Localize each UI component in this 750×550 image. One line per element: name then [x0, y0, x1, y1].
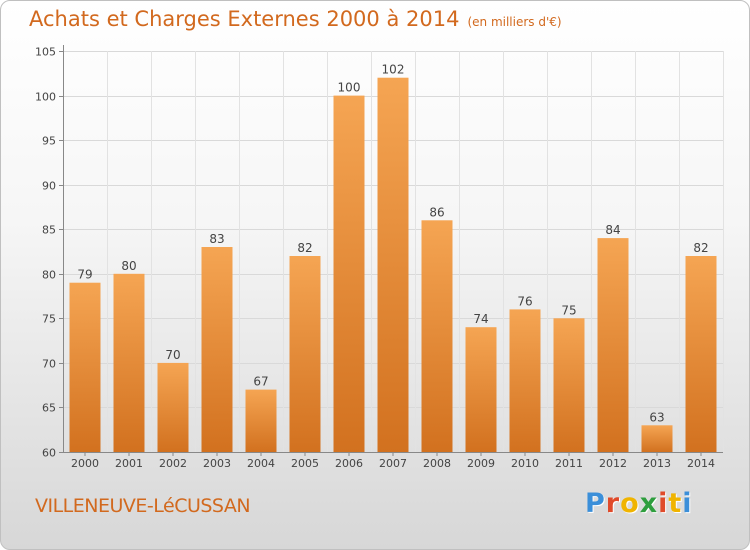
y-tick-label: 105: [35, 46, 56, 59]
logo-letter: i: [658, 488, 669, 519]
bar-2013: [641, 425, 673, 452]
y-tick-label: 65: [42, 402, 56, 415]
bar-value-label: 79: [77, 268, 92, 282]
y-tick-label: 95: [42, 135, 56, 148]
y-tick-label: 75: [42, 313, 56, 326]
x-tick-label: 2001: [115, 457, 143, 470]
bar-2009: [465, 327, 497, 452]
bar-2000: [69, 282, 101, 452]
bar-2011: [553, 318, 585, 452]
bar-value-label: 75: [561, 303, 576, 317]
x-tick-label: 2009: [467, 457, 495, 470]
x-tick-label: 2000: [71, 457, 99, 470]
logo-letter: r: [605, 488, 621, 519]
bars: 79 80 70 83 67 82 100 102 86 74 76 75 84 63 82: [69, 63, 717, 452]
x-tick-label: 2002: [159, 457, 187, 470]
logo-letter: t: [668, 488, 683, 519]
x-tick-label: 2006: [335, 457, 363, 470]
bar-value-label: 84: [605, 223, 620, 237]
chart-title-text: Achats et Charges Externes 2000 à 2014: [29, 7, 460, 31]
bar-value-label: 63: [649, 410, 664, 424]
x-tick-label: 2003: [203, 457, 231, 470]
bar-value-label: 102: [382, 63, 405, 77]
x-tick-label: 2005: [291, 457, 319, 470]
chart-unit-label: (en milliers d'€): [467, 15, 562, 29]
bar-value-label: 80: [121, 259, 136, 273]
y-tick-label: 85: [42, 224, 56, 237]
bar-2012: [597, 238, 629, 452]
x-tick-label: 2013: [643, 457, 671, 470]
bar-2003: [201, 247, 233, 452]
logo-letter: x: [639, 488, 659, 519]
x-tick-label: 2008: [423, 457, 451, 470]
x-tick-label: 2007: [379, 457, 407, 470]
logo-letter: o: [620, 488, 640, 519]
bar-value-label: 76: [517, 294, 532, 308]
y-tick-label: 60: [42, 447, 56, 460]
bar-2007: [377, 77, 409, 452]
y-tick-label: 90: [42, 180, 56, 193]
chart-title: Achats et Charges Externes 2000 à 2014 (e…: [29, 7, 562, 31]
x-tick-label: 2014: [687, 457, 715, 470]
bar-2005: [289, 256, 321, 452]
x-tick-label: 2004: [247, 457, 275, 470]
city-name: VILLENEUVE-LéCUSSAN: [35, 495, 251, 517]
bar-value-label: 82: [693, 241, 708, 255]
x-tick-label: 2012: [599, 457, 627, 470]
bar-value-label: 86: [429, 205, 444, 219]
bar-2001: [113, 273, 145, 452]
bar-value-label: 67: [253, 375, 268, 389]
y-tick-label: 70: [42, 358, 56, 371]
bar-2008: [421, 220, 453, 452]
proxiti-logo[interactable]: Proxiti: [585, 488, 693, 519]
bar-2004: [245, 389, 277, 452]
bar-2010: [509, 309, 541, 452]
axes: 60 65 70 75 80 85 90 95 100 105 2000 2001 2002 2003 20…: [35, 45, 723, 470]
bar-value-label: 100: [338, 81, 361, 95]
logo-letter: i: [682, 488, 693, 519]
logo-letter: P: [585, 488, 606, 519]
bar-value-label: 83: [209, 232, 224, 246]
bar-2006: [333, 95, 365, 452]
x-tick-label: 2010: [511, 457, 539, 470]
y-tick-label: 100: [35, 91, 56, 104]
bar-value-label: 70: [165, 348, 180, 362]
bar-2002: [157, 362, 189, 452]
x-tick-label: 2011: [555, 457, 583, 470]
bar-2014: [685, 256, 717, 452]
bar-value-label: 82: [297, 241, 312, 255]
y-tick-label: 80: [42, 269, 56, 282]
bar-value-label: 74: [473, 312, 488, 326]
